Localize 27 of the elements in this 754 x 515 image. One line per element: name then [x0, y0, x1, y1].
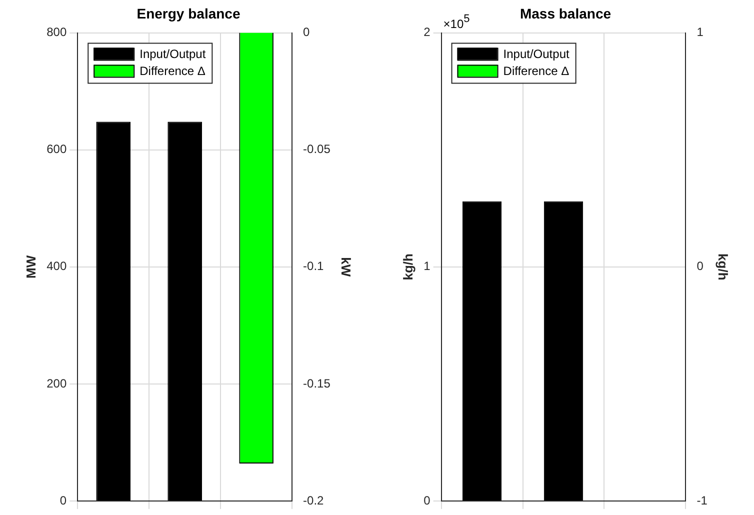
y-tick-label: 400 [46, 259, 67, 274]
y-tick-label: 200 [46, 376, 67, 390]
y-tick-label: 0 [424, 493, 431, 508]
y-tick-label: 0 [60, 493, 67, 508]
y2-tick-label: -0.05 [303, 142, 331, 156]
y-tick-label: 2 [424, 25, 431, 40]
text: ×105 [443, 12, 470, 31]
y2-axis-title: kg/h [716, 254, 731, 280]
legend-label: Difference Δ [503, 64, 570, 78]
chart-title: Energy balance [136, 5, 240, 22]
legend-label: Difference Δ [140, 64, 206, 78]
y2-tick-label: 0 [303, 25, 310, 40]
y2-tick-label: 1 [696, 25, 704, 40]
legend-label: Input/Output [140, 47, 206, 62]
y2-tick-label: -0.2 [303, 493, 324, 508]
y-axis-title: kg/h [400, 253, 416, 280]
y2-tick-label: -1 [696, 493, 708, 508]
legend-label: Input/Output [503, 47, 570, 62]
chart-title: Mass balance [520, 5, 612, 22]
y-tick-label: 800 [46, 25, 67, 40]
y-tick-label: 600 [46, 142, 67, 156]
y2-tick-label: -0.15 [303, 376, 331, 390]
y-tick-label: 1 [424, 259, 431, 274]
y2-tick-label: 0 [696, 259, 704, 274]
y2-tick-label: -0.1 [303, 259, 324, 274]
y-axis-title: MW [23, 254, 38, 278]
y2-axis-title: kW [338, 257, 354, 278]
